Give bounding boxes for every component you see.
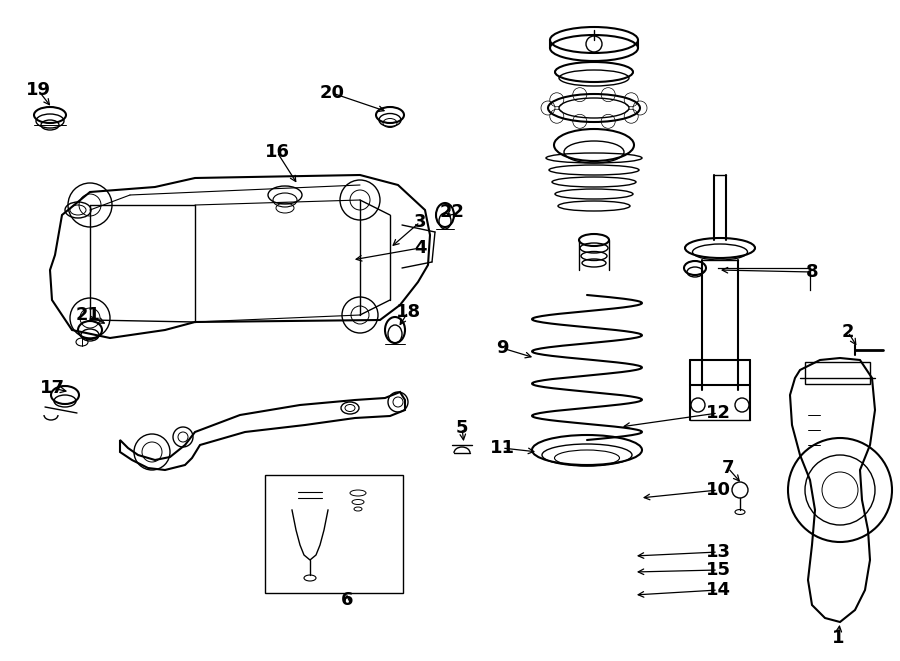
Text: 9: 9 [496,339,508,357]
Text: 13: 13 [706,543,731,561]
Text: 14: 14 [706,581,731,599]
Bar [265,475,403,593]
Text: 20: 20 [320,84,345,102]
Text: 21: 21 [76,306,101,324]
Text: 17: 17 [40,379,65,397]
Text: 8: 8 [806,263,818,281]
Text: 18: 18 [395,303,420,321]
Text: 22: 22 [439,203,464,221]
Bar [805,362,870,384]
Text: 11: 11 [490,439,515,457]
Text: 16: 16 [265,143,290,161]
Text: 19: 19 [25,81,50,99]
Text: 1: 1 [832,629,844,647]
Text: 4: 4 [414,239,427,257]
Text: 7: 7 [722,459,734,477]
Text: 10: 10 [706,481,731,499]
Text: 15: 15 [706,561,731,579]
Text: 2: 2 [842,323,854,341]
Text: 12: 12 [706,404,731,422]
Text: 5: 5 [455,419,468,437]
Text: 3: 3 [414,213,427,231]
Text: 6: 6 [341,591,353,609]
